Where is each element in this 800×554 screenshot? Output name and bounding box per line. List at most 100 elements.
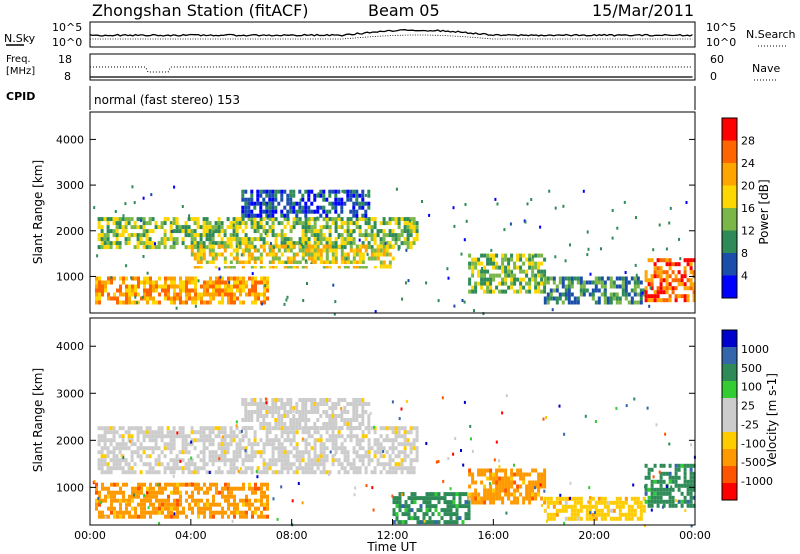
heatmap-cell bbox=[352, 213, 356, 218]
heatmap-cell bbox=[122, 490, 125, 495]
heatmap-cell bbox=[194, 296, 197, 301]
heatmap-cell bbox=[435, 460, 438, 464]
heatmap-cell bbox=[618, 284, 622, 289]
heatmap-cell bbox=[266, 494, 269, 499]
heatmap-cell bbox=[178, 434, 182, 439]
x-tick-label: 16:00 bbox=[477, 529, 509, 542]
heatmap-cell bbox=[603, 500, 607, 505]
heatmap-cell bbox=[280, 252, 284, 257]
heatmap-cell bbox=[206, 486, 209, 491]
heatmap-cell bbox=[463, 238, 466, 242]
heatmap-cell bbox=[238, 430, 242, 435]
heatmap-cell bbox=[686, 483, 690, 488]
heatmap-cell bbox=[689, 266, 693, 271]
heatmap-cell bbox=[316, 458, 320, 463]
heatmap-cell bbox=[209, 292, 212, 297]
heatmap-cell bbox=[179, 292, 182, 297]
heatmap-cell bbox=[656, 274, 660, 279]
heatmap-cell bbox=[161, 284, 164, 289]
heatmap-cell bbox=[271, 454, 275, 459]
x-tick-label: 08:00 bbox=[276, 529, 308, 542]
heatmap-cell bbox=[268, 225, 272, 230]
heatmap-cell bbox=[355, 221, 359, 226]
heatmap-cell bbox=[211, 454, 215, 459]
heatmap-cell bbox=[349, 244, 353, 249]
heatmap-cell bbox=[101, 280, 104, 285]
heatmap-cell bbox=[325, 221, 329, 226]
heatmap-cell bbox=[97, 426, 101, 431]
heatmap-cell bbox=[656, 270, 660, 275]
heatmap-cell bbox=[185, 490, 188, 495]
heatmap-cell bbox=[453, 304, 456, 308]
heatmap-cell bbox=[289, 225, 293, 230]
heatmap-cell bbox=[322, 462, 326, 467]
heatmap-cell bbox=[298, 209, 302, 214]
heatmap-cell bbox=[385, 434, 389, 439]
heatmap-cell bbox=[624, 288, 628, 293]
heatmap-cell bbox=[403, 450, 407, 455]
heatmap-cell bbox=[349, 402, 353, 406]
heatmap-cell bbox=[659, 483, 663, 488]
heatmap-cell bbox=[122, 214, 125, 218]
heatmap-cell bbox=[480, 472, 484, 477]
heatmap-cell bbox=[564, 296, 568, 301]
heatmap-cell bbox=[668, 274, 672, 279]
heatmap-cell bbox=[188, 494, 191, 499]
heatmap-cell bbox=[277, 398, 281, 402]
heatmap-cell bbox=[257, 506, 260, 511]
heatmap-cell bbox=[229, 221, 233, 226]
heatmap-cell bbox=[431, 520, 435, 525]
heatmap-cell bbox=[307, 430, 311, 435]
heatmap-cell bbox=[181, 446, 185, 451]
heatmap-cell bbox=[124, 202, 127, 206]
heatmap-cell bbox=[615, 500, 619, 505]
heatmap-cell bbox=[612, 516, 616, 521]
heatmap-cell bbox=[481, 267, 483, 270]
heatmap-cell bbox=[382, 248, 386, 253]
heatmap-cell bbox=[397, 450, 401, 455]
heatmap-cell bbox=[337, 213, 341, 218]
heatmap-cell bbox=[215, 510, 218, 515]
heatmap-cell bbox=[573, 512, 577, 517]
heatmap-cell bbox=[286, 466, 290, 471]
heatmap-cell bbox=[140, 296, 143, 301]
heatmap-cell bbox=[394, 241, 398, 246]
heatmap-cell bbox=[142, 462, 146, 467]
heatmap-cell bbox=[106, 245, 110, 250]
heatmap-cell bbox=[659, 298, 663, 303]
heatmap-cell bbox=[265, 406, 269, 410]
heatmap-cell bbox=[146, 498, 149, 503]
heatmap-cell bbox=[190, 217, 194, 222]
heatmap-cell bbox=[127, 466, 131, 471]
heatmap-cell bbox=[200, 292, 203, 297]
heatmap-cell bbox=[113, 490, 116, 495]
heatmap-cell bbox=[215, 486, 218, 491]
heatmap-cell bbox=[319, 229, 323, 234]
heatmap-cell bbox=[271, 221, 275, 226]
heatmap-cell bbox=[683, 286, 687, 291]
colorbar-segment bbox=[722, 185, 737, 209]
heatmap-cell bbox=[540, 472, 544, 477]
heatmap-cell bbox=[254, 486, 257, 491]
heatmap-cell bbox=[522, 476, 526, 481]
heatmap-cell bbox=[148, 245, 152, 250]
heatmap-cell bbox=[214, 225, 218, 230]
heatmap-cell bbox=[250, 414, 254, 418]
heatmap-cell bbox=[148, 454, 152, 459]
heatmap-cell bbox=[221, 296, 224, 301]
heatmap-cell bbox=[689, 499, 693, 504]
heatmap-cell bbox=[552, 288, 556, 293]
heatmap-cell bbox=[486, 281, 490, 286]
heatmap-cell bbox=[636, 292, 640, 297]
heatmap-cell bbox=[319, 450, 323, 455]
heatmap-cell bbox=[307, 426, 311, 431]
heatmap-cell bbox=[271, 438, 275, 443]
heatmap-cell bbox=[193, 244, 197, 249]
heatmap-cell bbox=[280, 221, 284, 226]
heatmap-cell bbox=[513, 261, 517, 266]
heatmap-cell bbox=[244, 189, 248, 194]
heatmap-cell bbox=[437, 496, 441, 501]
heatmap-cell bbox=[677, 262, 681, 267]
heatmap-cell bbox=[677, 282, 681, 287]
heatmap-cell bbox=[428, 508, 432, 513]
